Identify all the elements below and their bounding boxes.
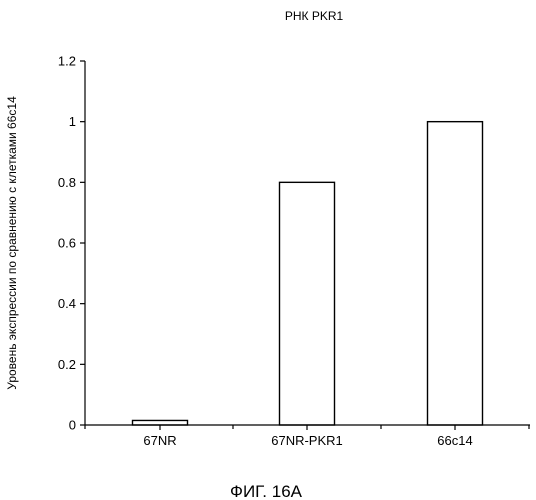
y-tick-label: 0.8 — [58, 175, 76, 190]
x-axis-ticks: 67NR 67NR-PKR1 66c14 — [85, 425, 529, 448]
bar-67nr — [133, 420, 188, 425]
y-axis-ticks: 0 0.2 0.4 0.6 0.8 1 1.2 — [58, 54, 85, 433]
x-tick-label: 67NR-PKR1 — [271, 433, 343, 448]
x-tick-label: 67NR — [143, 433, 176, 448]
y-tick-label: 0.6 — [58, 236, 76, 251]
figure-caption: ФИГ. 16А — [230, 482, 303, 500]
bar-67nr-pkr1 — [280, 182, 335, 425]
y-tick-label: 0.4 — [58, 296, 76, 311]
bar-66c14 — [428, 122, 483, 425]
y-axis-label: Уровень экспрессии по сравнению с клетка… — [5, 96, 19, 390]
x-tick-label: 66c14 — [437, 433, 472, 448]
y-tick-label: 1.2 — [58, 54, 76, 69]
y-tick-label: 1 — [69, 114, 76, 129]
y-tick-label: 0 — [69, 418, 76, 433]
chart-title: РНК PKR1 — [285, 9, 344, 23]
y-tick-label: 0.2 — [58, 357, 76, 372]
bars — [133, 122, 483, 425]
